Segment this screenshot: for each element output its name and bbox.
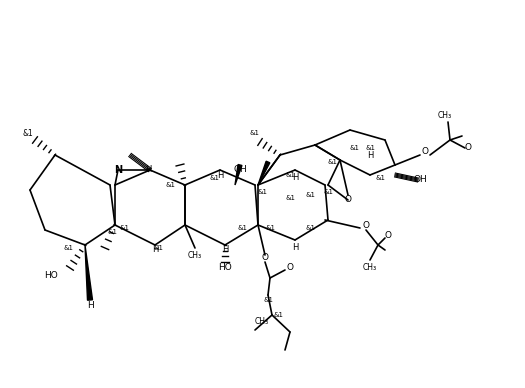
Polygon shape xyxy=(258,161,270,185)
Text: &1: &1 xyxy=(63,245,73,251)
Text: &1: &1 xyxy=(120,225,130,231)
Text: H: H xyxy=(292,244,298,253)
Text: &1: &1 xyxy=(23,128,34,137)
Text: &1: &1 xyxy=(327,159,337,165)
Text: &1: &1 xyxy=(257,189,267,195)
Text: &1: &1 xyxy=(265,225,275,231)
Polygon shape xyxy=(85,245,92,300)
Text: &1: &1 xyxy=(305,225,315,231)
Text: N: N xyxy=(114,165,122,175)
Text: &1: &1 xyxy=(263,297,273,303)
Text: CH₃: CH₃ xyxy=(363,263,377,272)
Text: H: H xyxy=(217,170,223,180)
Text: H: H xyxy=(367,151,373,159)
Text: CH₃: CH₃ xyxy=(188,251,202,260)
Text: H: H xyxy=(152,246,158,255)
Text: O: O xyxy=(287,263,293,272)
Text: &1: &1 xyxy=(365,145,375,151)
Text: &1: &1 xyxy=(210,175,220,181)
Text: &1: &1 xyxy=(323,189,333,195)
Text: HO: HO xyxy=(44,270,58,279)
Text: CH₃: CH₃ xyxy=(438,111,452,120)
Text: HO: HO xyxy=(218,263,232,272)
Text: OH: OH xyxy=(413,175,427,185)
Text: O: O xyxy=(422,147,428,156)
Text: H: H xyxy=(145,166,151,175)
Text: OH: OH xyxy=(233,166,247,175)
Text: H: H xyxy=(292,173,298,182)
Text: &1: &1 xyxy=(375,175,385,181)
Text: O: O xyxy=(261,253,268,263)
Text: &1: &1 xyxy=(250,130,260,136)
Text: H: H xyxy=(222,246,228,255)
Text: &1: &1 xyxy=(285,172,295,178)
Text: O: O xyxy=(362,220,370,229)
Text: CH₃: CH₃ xyxy=(255,317,269,326)
Text: O: O xyxy=(465,144,471,152)
Text: &1: &1 xyxy=(107,229,117,235)
Text: &1: &1 xyxy=(285,195,295,201)
Text: &1: &1 xyxy=(153,245,163,251)
Text: &1: &1 xyxy=(273,312,283,318)
Text: O: O xyxy=(344,196,352,204)
Text: &1: &1 xyxy=(165,182,175,188)
Text: &1: &1 xyxy=(305,192,315,198)
Polygon shape xyxy=(235,165,242,185)
Text: H: H xyxy=(87,300,93,310)
Text: &1: &1 xyxy=(237,225,247,231)
Text: &1: &1 xyxy=(350,145,360,151)
Text: O: O xyxy=(384,230,392,239)
